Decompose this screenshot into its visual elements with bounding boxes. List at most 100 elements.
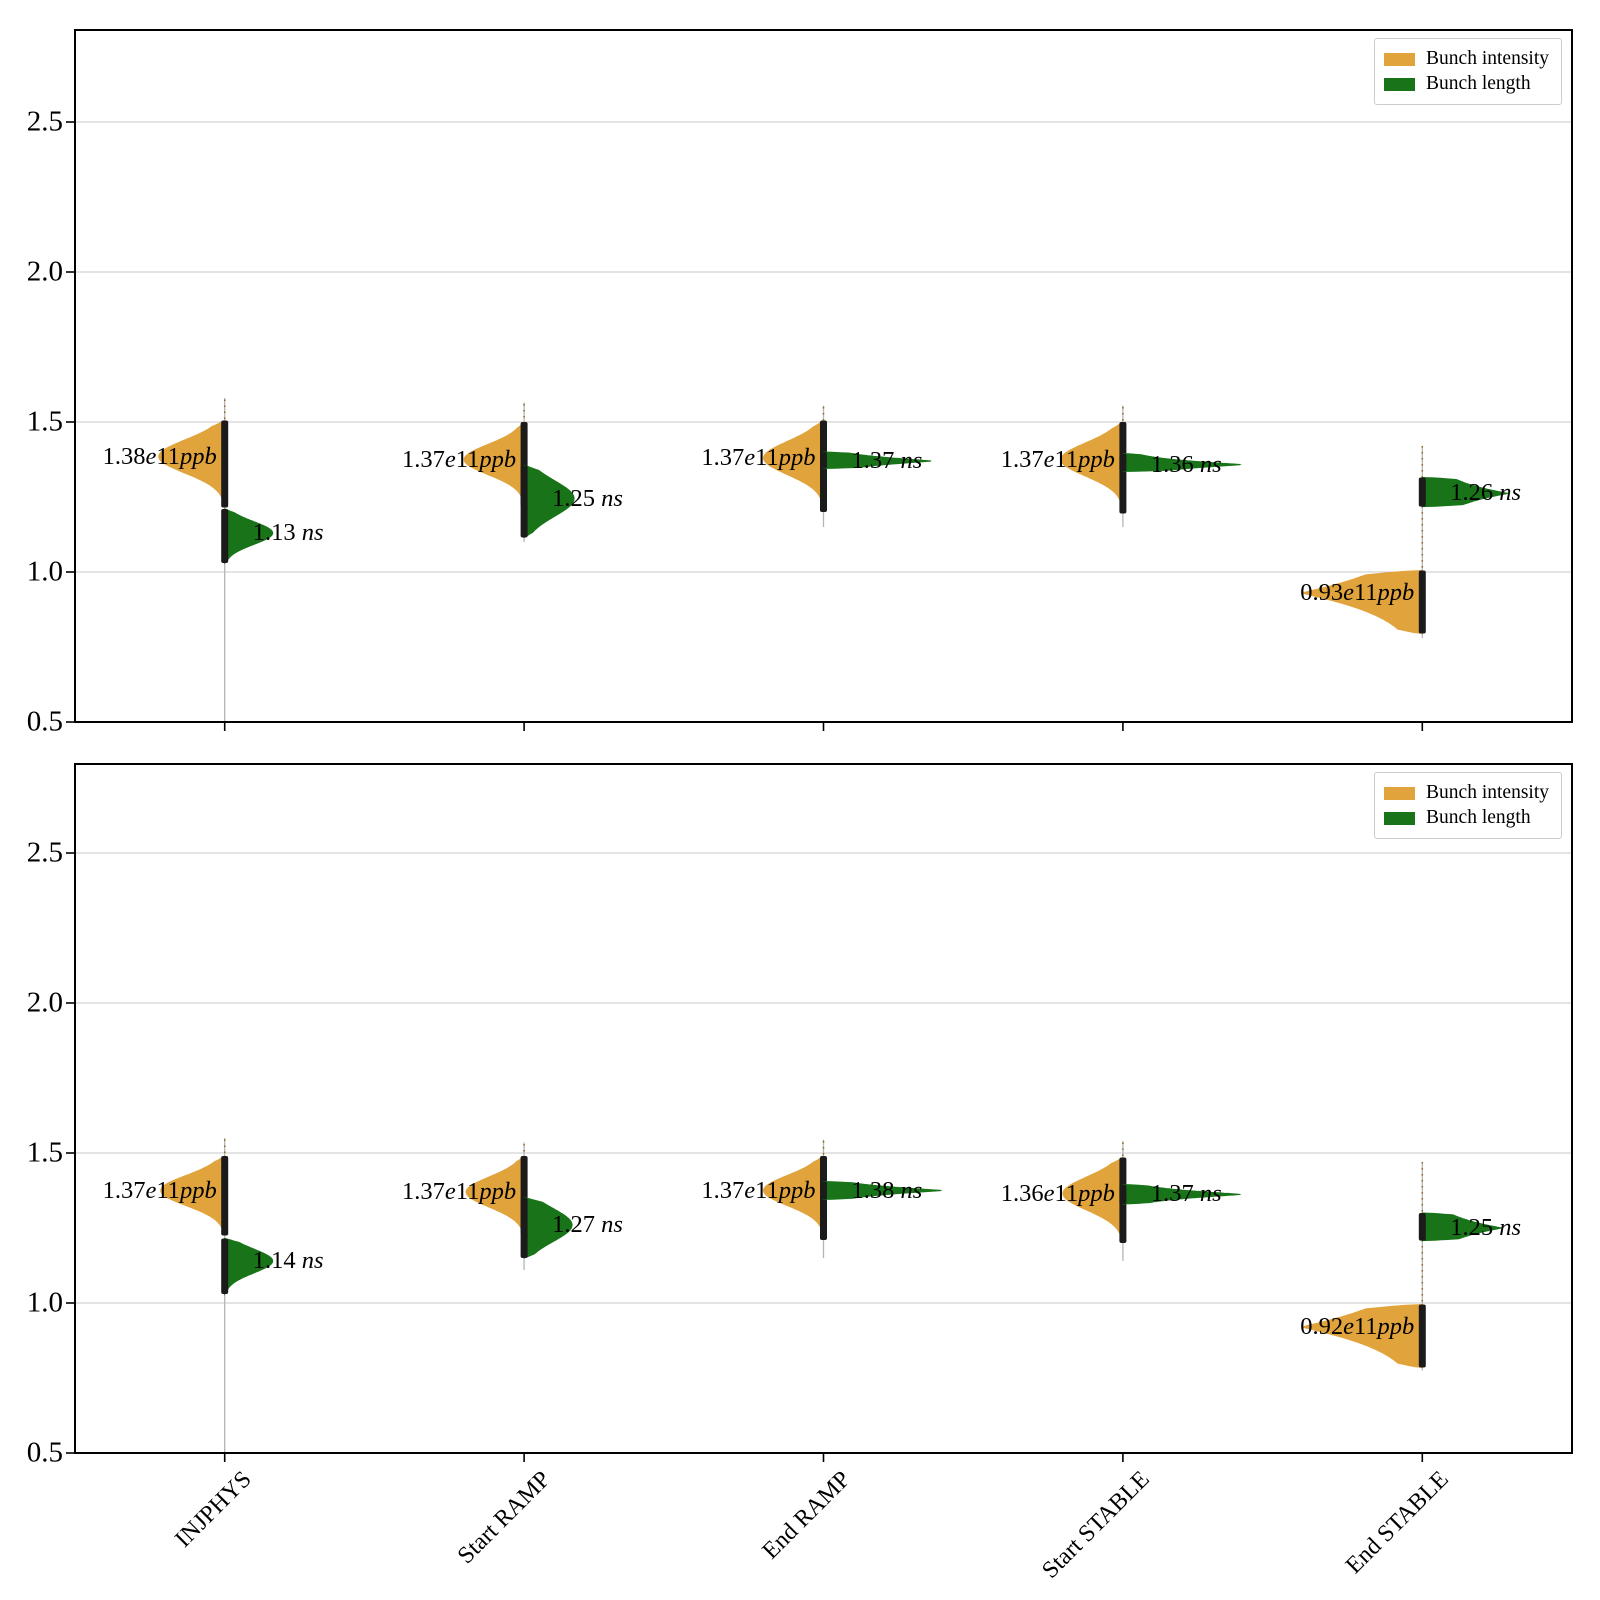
annotation-text-run: 1.26	[1450, 479, 1500, 507]
annotation-text-run: ns	[301, 1246, 324, 1274]
legend-swatch-icon	[1384, 786, 1416, 800]
legend-item-bunch-intensity: Bunch intensity	[1384, 782, 1549, 804]
inner-bar-end-stable	[1418, 1304, 1426, 1368]
annotation-text-run: 11	[455, 1177, 480, 1205]
inner-bar-injphys	[221, 420, 229, 508]
annotation-text-run: 1.25	[552, 484, 602, 512]
annotation-text-run: 1.37	[701, 443, 745, 471]
annotation-text-run: ns	[900, 1176, 923, 1204]
violin-bunch-length-injphys-bottom	[224, 1237, 274, 1296]
annotation-intensity-end-stable-top: 0.93e11ppb	[1300, 578, 1414, 606]
annotation-text-run: e	[145, 1176, 157, 1204]
annotation-intensity-injphys-top: 1.38e11ppb	[103, 444, 217, 469]
legend-item-bunch-intensity: Bunch intensity	[1384, 48, 1549, 70]
annotation-text-run: ppb	[479, 1177, 517, 1205]
inner-bar-end-stable	[1418, 570, 1426, 634]
annotation-text-run: ns	[301, 518, 324, 546]
legend-top: Bunch intensity Bunch length	[1374, 38, 1562, 105]
annotation-text-run: 0.93	[1300, 578, 1344, 606]
y-tick-label: 1.0	[26, 555, 63, 588]
annotation-text-run: ns	[1499, 479, 1522, 507]
legend-swatch-icon	[1384, 52, 1416, 66]
inner-bar-start-ramp	[520, 465, 528, 538]
annotation-text-run: 1.37	[851, 446, 901, 474]
annotation-text-run: 11	[455, 445, 480, 473]
annotation-text-run: 1.37	[1000, 445, 1044, 473]
annotation-text-run: ns	[900, 446, 923, 474]
annotation-text-run: 1.36	[1150, 450, 1200, 478]
annotation-length-start-ramp-top: 1.25 ns	[552, 486, 623, 511]
annotation-length-end-ramp-bottom: 1.38 ns	[852, 1178, 923, 1203]
annotation-text-run: 1.38	[851, 1176, 901, 1204]
annotation-text-run: 1.37	[1150, 1180, 1200, 1208]
annotation-intensity-end-stable-bottom: 0.92e11ppb	[1300, 1312, 1414, 1340]
annotation-text-run: 11	[156, 442, 180, 470]
annotation-text-run: 11	[755, 1176, 779, 1204]
legend-label: Bunch length	[1426, 73, 1531, 94]
annotation-intensity-injphys-bottom: 1.37e11ppb	[103, 1178, 217, 1203]
y-tick-label: 2.5	[26, 836, 63, 869]
violin-bunch-length-end-ramp-top	[823, 451, 932, 470]
annotation-text-run: e	[744, 443, 756, 471]
annotation-text-run: e	[1343, 578, 1354, 606]
annotation-text-run: ppb	[479, 445, 517, 473]
legend-item-bunch-length: Bunch length	[1384, 73, 1549, 95]
violin-bunch-length-injphys-top	[224, 508, 274, 565]
y-tick-label: 2.0	[26, 986, 63, 1019]
legend-label: Bunch intensity	[1426, 782, 1549, 803]
legend-label: Bunch length	[1426, 807, 1531, 828]
annotation-length-injphys-top: 1.13 ns	[252, 518, 324, 546]
annotation-text-run: 1.27	[552, 1210, 602, 1238]
annotation-intensity-start-stable-top: 1.37e11ppb	[1001, 447, 1115, 472]
annotation-length-end-stable-top: 1.26 ns	[1450, 479, 1522, 507]
violin-bunch-length-end-stable-top	[1421, 476, 1509, 508]
annotation-text-run: 11	[1054, 1179, 1079, 1207]
annotation-length-injphys-bottom: 1.14 ns	[253, 1246, 324, 1274]
panel-frame-bottom	[74, 763, 1573, 1454]
annotation-intensity-start-stable-bottom: 1.36e11ppb	[1001, 1181, 1115, 1206]
inner-bar-end-stable	[1418, 1213, 1426, 1241]
annotation-text-run: 1.36	[1000, 1179, 1044, 1207]
violin-bunch-length-start-ramp-bottom	[523, 1197, 573, 1259]
annotation-text-run: e	[744, 1176, 756, 1204]
annotation-length-start-ramp-bottom: 1.27 ns	[552, 1210, 623, 1238]
violin-bunch-intensity-start-ramp-bottom	[465, 1155, 525, 1235]
violin-bunch-intensity-end-stable-bottom	[1301, 1303, 1423, 1369]
violin-bunch-length-start-ramp-top	[523, 464, 575, 539]
annotation-text-run: 11	[1353, 578, 1378, 606]
violin-bunch-length-start-stable-bottom	[1122, 1183, 1242, 1205]
annotation-length-start-stable-bottom: 1.37 ns	[1150, 1180, 1222, 1208]
annotation-text-run: 11	[1353, 1312, 1378, 1340]
legend-item-bunch-length: Bunch length	[1384, 807, 1549, 829]
annotation-text-run: 1.25	[1450, 1213, 1500, 1241]
annotation-text-run: ns	[601, 484, 623, 512]
inner-bar-injphys	[221, 1238, 229, 1294]
annotation-text-run: ppb	[1078, 1179, 1115, 1207]
annotation-text-run: 1.13	[252, 518, 302, 546]
annotation-intensity-start-ramp-bottom: 1.37e11ppb	[402, 1177, 517, 1205]
annotation-text-run: e	[1343, 1312, 1354, 1340]
annotation-text-run: ppb	[1078, 445, 1115, 473]
annotation-text-run: 1.38	[102, 442, 146, 470]
annotation-text-run: ppb	[179, 1176, 217, 1204]
annotation-text-run: e	[444, 1177, 456, 1205]
annotation-text-run: e	[1043, 445, 1055, 473]
inner-bar-end-stable	[1418, 477, 1426, 507]
inner-bar-start-stable	[1119, 453, 1127, 472]
violin-bunch-length-end-stable-bottom	[1421, 1212, 1503, 1242]
annotation-text-run: 0.92	[1300, 1312, 1344, 1340]
violin-bunch-intensity-start-ramp-top	[463, 420, 525, 507]
panel-frame-top	[74, 29, 1573, 723]
annotation-text-run: 11	[156, 1176, 180, 1204]
inner-bar-start-ramp	[520, 1198, 528, 1258]
inner-bar-injphys	[221, 509, 229, 563]
annotation-text-run: e	[1043, 1179, 1055, 1207]
annotation-text-run: 1.37	[402, 1177, 445, 1205]
legend-label: Bunch intensity	[1426, 48, 1549, 69]
y-tick-label: 0.5	[26, 1436, 63, 1469]
inner-bar-injphys	[221, 1156, 229, 1236]
legend-swatch-icon	[1384, 77, 1416, 91]
y-tick-label: 1.0	[26, 1286, 63, 1319]
